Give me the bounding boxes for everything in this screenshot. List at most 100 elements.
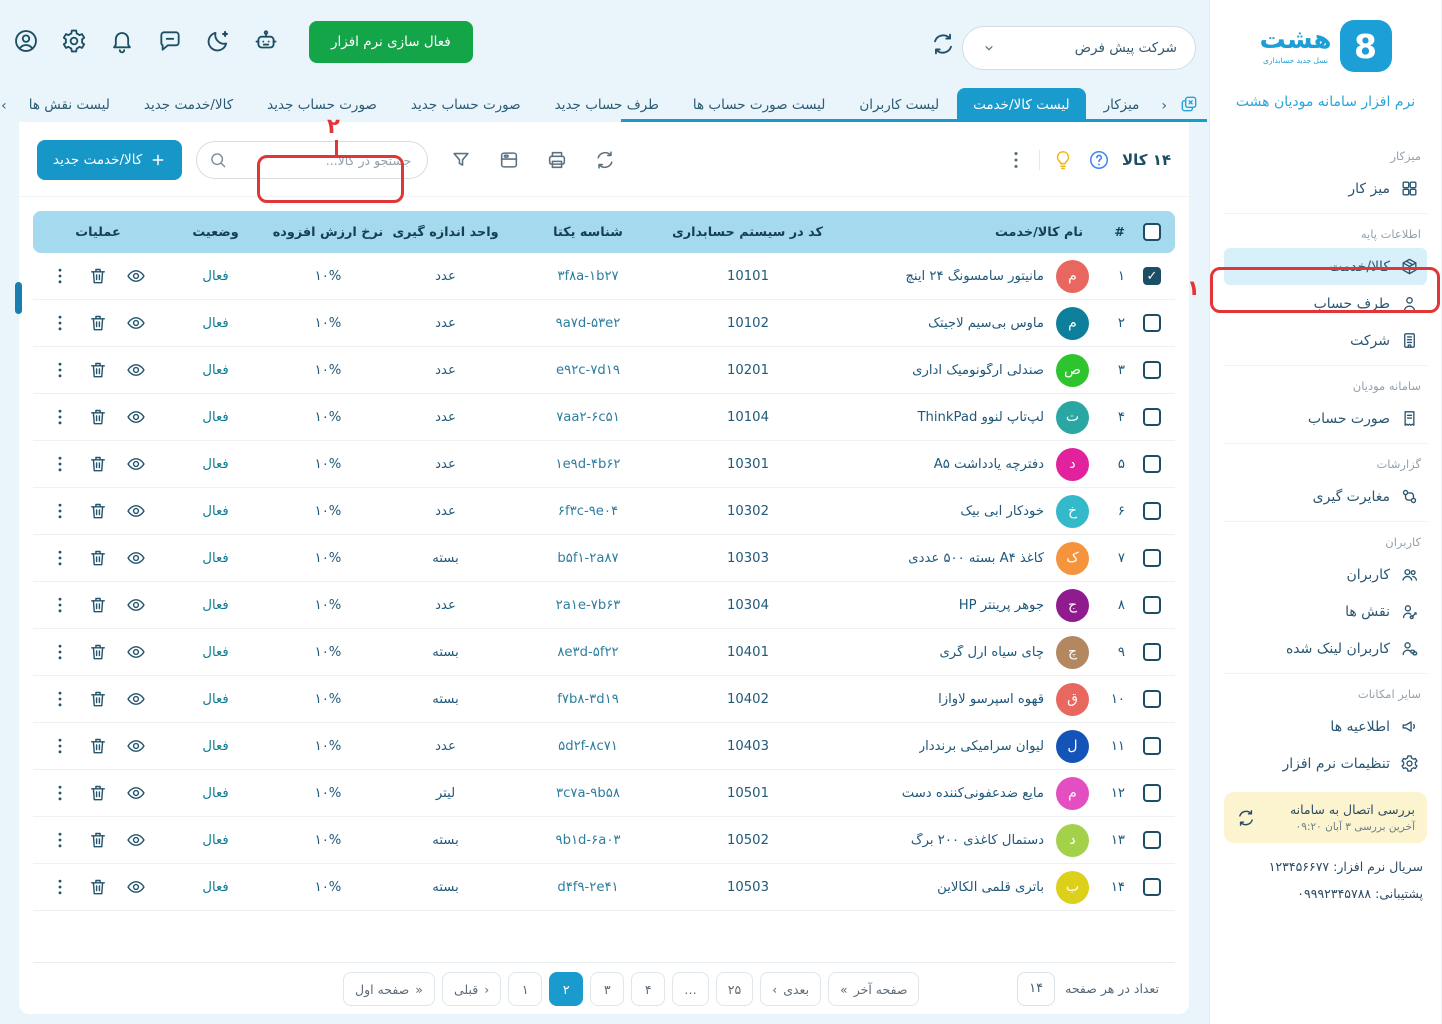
sidebar-item-goods-services[interactable]: کالا/خدمت — [1225, 248, 1428, 285]
row-checkbox[interactable] — [1144, 784, 1162, 802]
delete-trash-icon[interactable] — [89, 830, 109, 850]
user-icon[interactable] — [14, 28, 40, 54]
row-kebab-icon[interactable] — [51, 548, 71, 568]
sidebar-item-company[interactable]: شرکت — [1225, 322, 1428, 359]
row-checkbox[interactable] — [1144, 737, 1162, 755]
tab-item[interactable]: میزکار — [1089, 88, 1157, 122]
chat-icon[interactable] — [158, 28, 184, 54]
row-kebab-icon[interactable] — [51, 830, 71, 850]
sidebar-item-linked-users[interactable]: کاربران لینک شده — [1225, 630, 1428, 667]
first-page-button[interactable]: صفحه اول» — [344, 972, 436, 1006]
row-kebab-icon[interactable] — [51, 454, 71, 474]
delete-trash-icon[interactable] — [89, 783, 109, 803]
delete-trash-icon[interactable] — [89, 642, 109, 662]
tab-item[interactable]: لیست کاربران — [844, 88, 956, 122]
help-icon[interactable] — [1089, 149, 1111, 171]
row-checkbox[interactable] — [1144, 831, 1162, 849]
dark-mode-icon[interactable] — [206, 28, 232, 54]
row-kebab-icon[interactable] — [51, 407, 71, 427]
delete-trash-icon[interactable] — [89, 736, 109, 756]
row-checkbox[interactable] — [1144, 361, 1162, 379]
tab-item[interactable]: صورت حساب جدید — [252, 88, 394, 122]
view-eye-icon[interactable] — [127, 830, 147, 850]
card-view-icon[interactable] — [499, 149, 521, 171]
row-checkbox[interactable] — [1144, 549, 1162, 567]
row-kebab-icon[interactable] — [51, 689, 71, 709]
row-kebab-icon[interactable] — [51, 877, 71, 897]
sidebar-item-roles[interactable]: نقش ها — [1225, 593, 1428, 630]
delete-trash-icon[interactable] — [89, 501, 109, 521]
sidebar-item-settings[interactable]: تنظیمات نرم افزار — [1225, 745, 1428, 782]
page-number-button[interactable]: ۲۵ — [717, 972, 754, 1006]
per-page-value[interactable]: ۱۴ — [1018, 972, 1056, 1006]
view-eye-icon[interactable] — [127, 642, 147, 662]
row-checkbox[interactable] — [1144, 314, 1162, 332]
row-kebab-icon[interactable] — [51, 642, 71, 662]
refresh-list-icon[interactable] — [595, 149, 617, 171]
tab-item[interactable]: لیست نقش ها — [14, 88, 127, 122]
tab-scroll-left[interactable]: › — [0, 90, 14, 122]
row-checkbox[interactable] — [1144, 267, 1162, 285]
row-kebab-icon[interactable] — [51, 501, 71, 521]
view-eye-icon[interactable] — [127, 454, 147, 474]
company-select[interactable]: شرکت پیش فرض — [963, 26, 1197, 70]
row-checkbox[interactable] — [1144, 502, 1162, 520]
view-eye-icon[interactable] — [127, 595, 147, 615]
page-number-button[interactable]: ۲ — [550, 972, 584, 1006]
page-number-button[interactable]: ۱ — [509, 972, 543, 1006]
view-eye-icon[interactable] — [127, 689, 147, 709]
filter-icon[interactable] — [451, 149, 473, 171]
delete-trash-icon[interactable] — [89, 454, 109, 474]
view-eye-icon[interactable] — [127, 313, 147, 333]
gear-icon[interactable] — [62, 28, 88, 54]
prev-page-button[interactable]: قبلی› — [443, 972, 502, 1006]
connection-check-card[interactable]: بررسی اتصال به سامانه آخرین بررسی ۳ آبان… — [1225, 792, 1428, 843]
view-eye-icon[interactable] — [127, 736, 147, 756]
print-icon[interactable] — [547, 149, 569, 171]
view-eye-icon[interactable] — [127, 783, 147, 803]
row-kebab-icon[interactable] — [51, 595, 71, 615]
tab-item[interactable]: صورت حساب جدید — [396, 88, 538, 122]
kebab-menu-icon[interactable] — [1006, 149, 1028, 171]
row-checkbox[interactable] — [1144, 878, 1162, 896]
row-checkbox[interactable] — [1144, 455, 1162, 473]
sidebar-item-counterparty[interactable]: طرف حساب — [1225, 285, 1428, 322]
bell-icon[interactable] — [110, 28, 136, 54]
row-checkbox[interactable] — [1144, 643, 1162, 661]
sidebar-item-desk[interactable]: میز کار — [1225, 170, 1428, 207]
delete-trash-icon[interactable] — [89, 266, 109, 286]
activate-software-button[interactable]: فعال سازی نرم افزار — [310, 21, 474, 63]
refresh-icon[interactable] — [1237, 808, 1257, 828]
row-kebab-icon[interactable] — [51, 783, 71, 803]
page-scrollbar-thumb[interactable] — [16, 282, 23, 314]
row-kebab-icon[interactable] — [51, 266, 71, 286]
sidebar-item-reconciliation[interactable]: مغایرت گیری — [1225, 478, 1428, 515]
select-all-checkbox[interactable] — [1144, 223, 1162, 241]
row-checkbox[interactable] — [1144, 408, 1162, 426]
page-number-button[interactable]: ۴ — [632, 972, 666, 1006]
delete-trash-icon[interactable] — [89, 595, 109, 615]
tab-item[interactable]: طرف حساب جدید — [540, 88, 676, 122]
company-refresh-icon[interactable] — [931, 31, 957, 57]
view-eye-icon[interactable] — [127, 501, 147, 521]
view-eye-icon[interactable] — [127, 407, 147, 427]
view-eye-icon[interactable] — [127, 360, 147, 380]
tab-item[interactable]: لیست صورت حساب ها — [678, 88, 842, 122]
delete-trash-icon[interactable] — [89, 407, 109, 427]
view-eye-icon[interactable] — [127, 877, 147, 897]
view-eye-icon[interactable] — [127, 548, 147, 568]
row-checkbox[interactable] — [1144, 596, 1162, 614]
tab-scroll-right[interactable]: ‹ — [1156, 90, 1174, 122]
tips-bulb-icon[interactable] — [1053, 149, 1075, 171]
new-item-button[interactable]: کالا/خدمت جدید — [38, 140, 183, 180]
delete-trash-icon[interactable] — [89, 360, 109, 380]
next-page-button[interactable]: ‹بعدی — [761, 972, 822, 1006]
row-checkbox[interactable] — [1144, 690, 1162, 708]
sidebar-item-announcements[interactable]: اطلاعیه ها — [1225, 708, 1428, 745]
delete-trash-icon[interactable] — [89, 689, 109, 709]
delete-trash-icon[interactable] — [89, 313, 109, 333]
search-input[interactable] — [197, 141, 429, 179]
page-number-button[interactable]: … — [673, 972, 710, 1006]
row-kebab-icon[interactable] — [51, 736, 71, 756]
last-page-button[interactable]: «صفحه آخر — [829, 972, 920, 1006]
